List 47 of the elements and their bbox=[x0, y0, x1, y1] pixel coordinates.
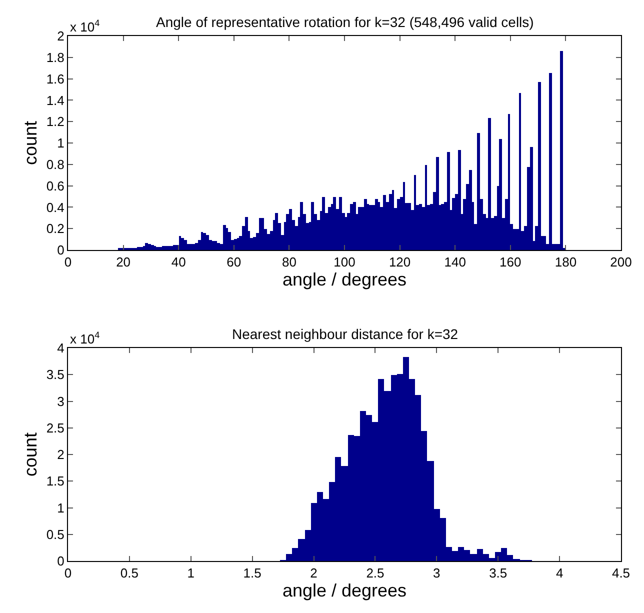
y-tick-label: 0 bbox=[57, 242, 64, 258]
x-tick-label: 100 bbox=[334, 254, 356, 270]
x-tick-label: 120 bbox=[388, 254, 411, 270]
y-axis-title: count bbox=[20, 432, 41, 477]
x-tick-label: 4.5 bbox=[612, 566, 630, 581]
x-tick-label: 3 bbox=[433, 566, 440, 581]
x-tick-label: 1 bbox=[187, 566, 195, 581]
y-tick-label: 2 bbox=[57, 28, 64, 44]
x-tick-label: 20 bbox=[116, 254, 131, 270]
x-tick-label: 160 bbox=[500, 254, 522, 270]
y-tick-label: 1.5 bbox=[46, 474, 64, 489]
x-tick-label: 3.5 bbox=[489, 566, 508, 581]
y-tick-label: 0.6 bbox=[46, 178, 64, 194]
x-axis-title: angle / degrees bbox=[282, 580, 407, 601]
text: x 10$^{4}$ bbox=[70, 18, 100, 34]
y-axis-title: count bbox=[20, 120, 41, 166]
y-tick-label: 0.5 bbox=[46, 526, 64, 542]
x-tick-label: 0.5 bbox=[120, 566, 138, 581]
x-tick-label: 60 bbox=[226, 254, 242, 270]
text: x 10$^{4}$ bbox=[70, 330, 100, 346]
x-tick-label: 140 bbox=[444, 254, 466, 270]
x-tick-label: 1.5 bbox=[243, 566, 262, 581]
y-tick-label: 1 bbox=[57, 500, 64, 516]
y-tick-label: 0 bbox=[57, 554, 64, 569]
x-tick-label: 2.5 bbox=[366, 566, 384, 581]
y-tick-label: 2.5 bbox=[46, 420, 64, 436]
x-axis-title: angle / degrees bbox=[282, 270, 407, 290]
y-tick-label: 3 bbox=[57, 394, 64, 409]
y-tick-label: 1.4 bbox=[46, 92, 64, 108]
y-tick-label: 0.8 bbox=[46, 156, 64, 172]
chart-title: Nearest neighbour distance for k=32 bbox=[232, 326, 458, 342]
x-tick-label: 180 bbox=[554, 254, 577, 270]
y-tick-label: 3.5 bbox=[46, 367, 64, 382]
y-tick-label: 0.2 bbox=[46, 221, 64, 236]
x-tick-label: 40 bbox=[171, 254, 186, 270]
x-tick-label: 200 bbox=[610, 254, 632, 270]
y-tick-label: 2 bbox=[57, 447, 64, 462]
x-tick-label: 2 bbox=[310, 566, 318, 581]
y-tick-label: 1.6 bbox=[46, 71, 64, 86]
x-tick-label: 4 bbox=[556, 566, 564, 581]
x-tick-label: 80 bbox=[282, 254, 296, 270]
y-tick-label: 1.2 bbox=[46, 114, 64, 130]
chart-title: Angle of representative rotation for k=32 (548,496 valid cells) bbox=[156, 14, 534, 30]
y-tick-label: 0.4 bbox=[46, 200, 64, 215]
y-tick-label: 4 bbox=[57, 340, 64, 356]
y-tick-label: 1 bbox=[57, 136, 64, 151]
y-tick-label: 1.8 bbox=[46, 50, 64, 65]
